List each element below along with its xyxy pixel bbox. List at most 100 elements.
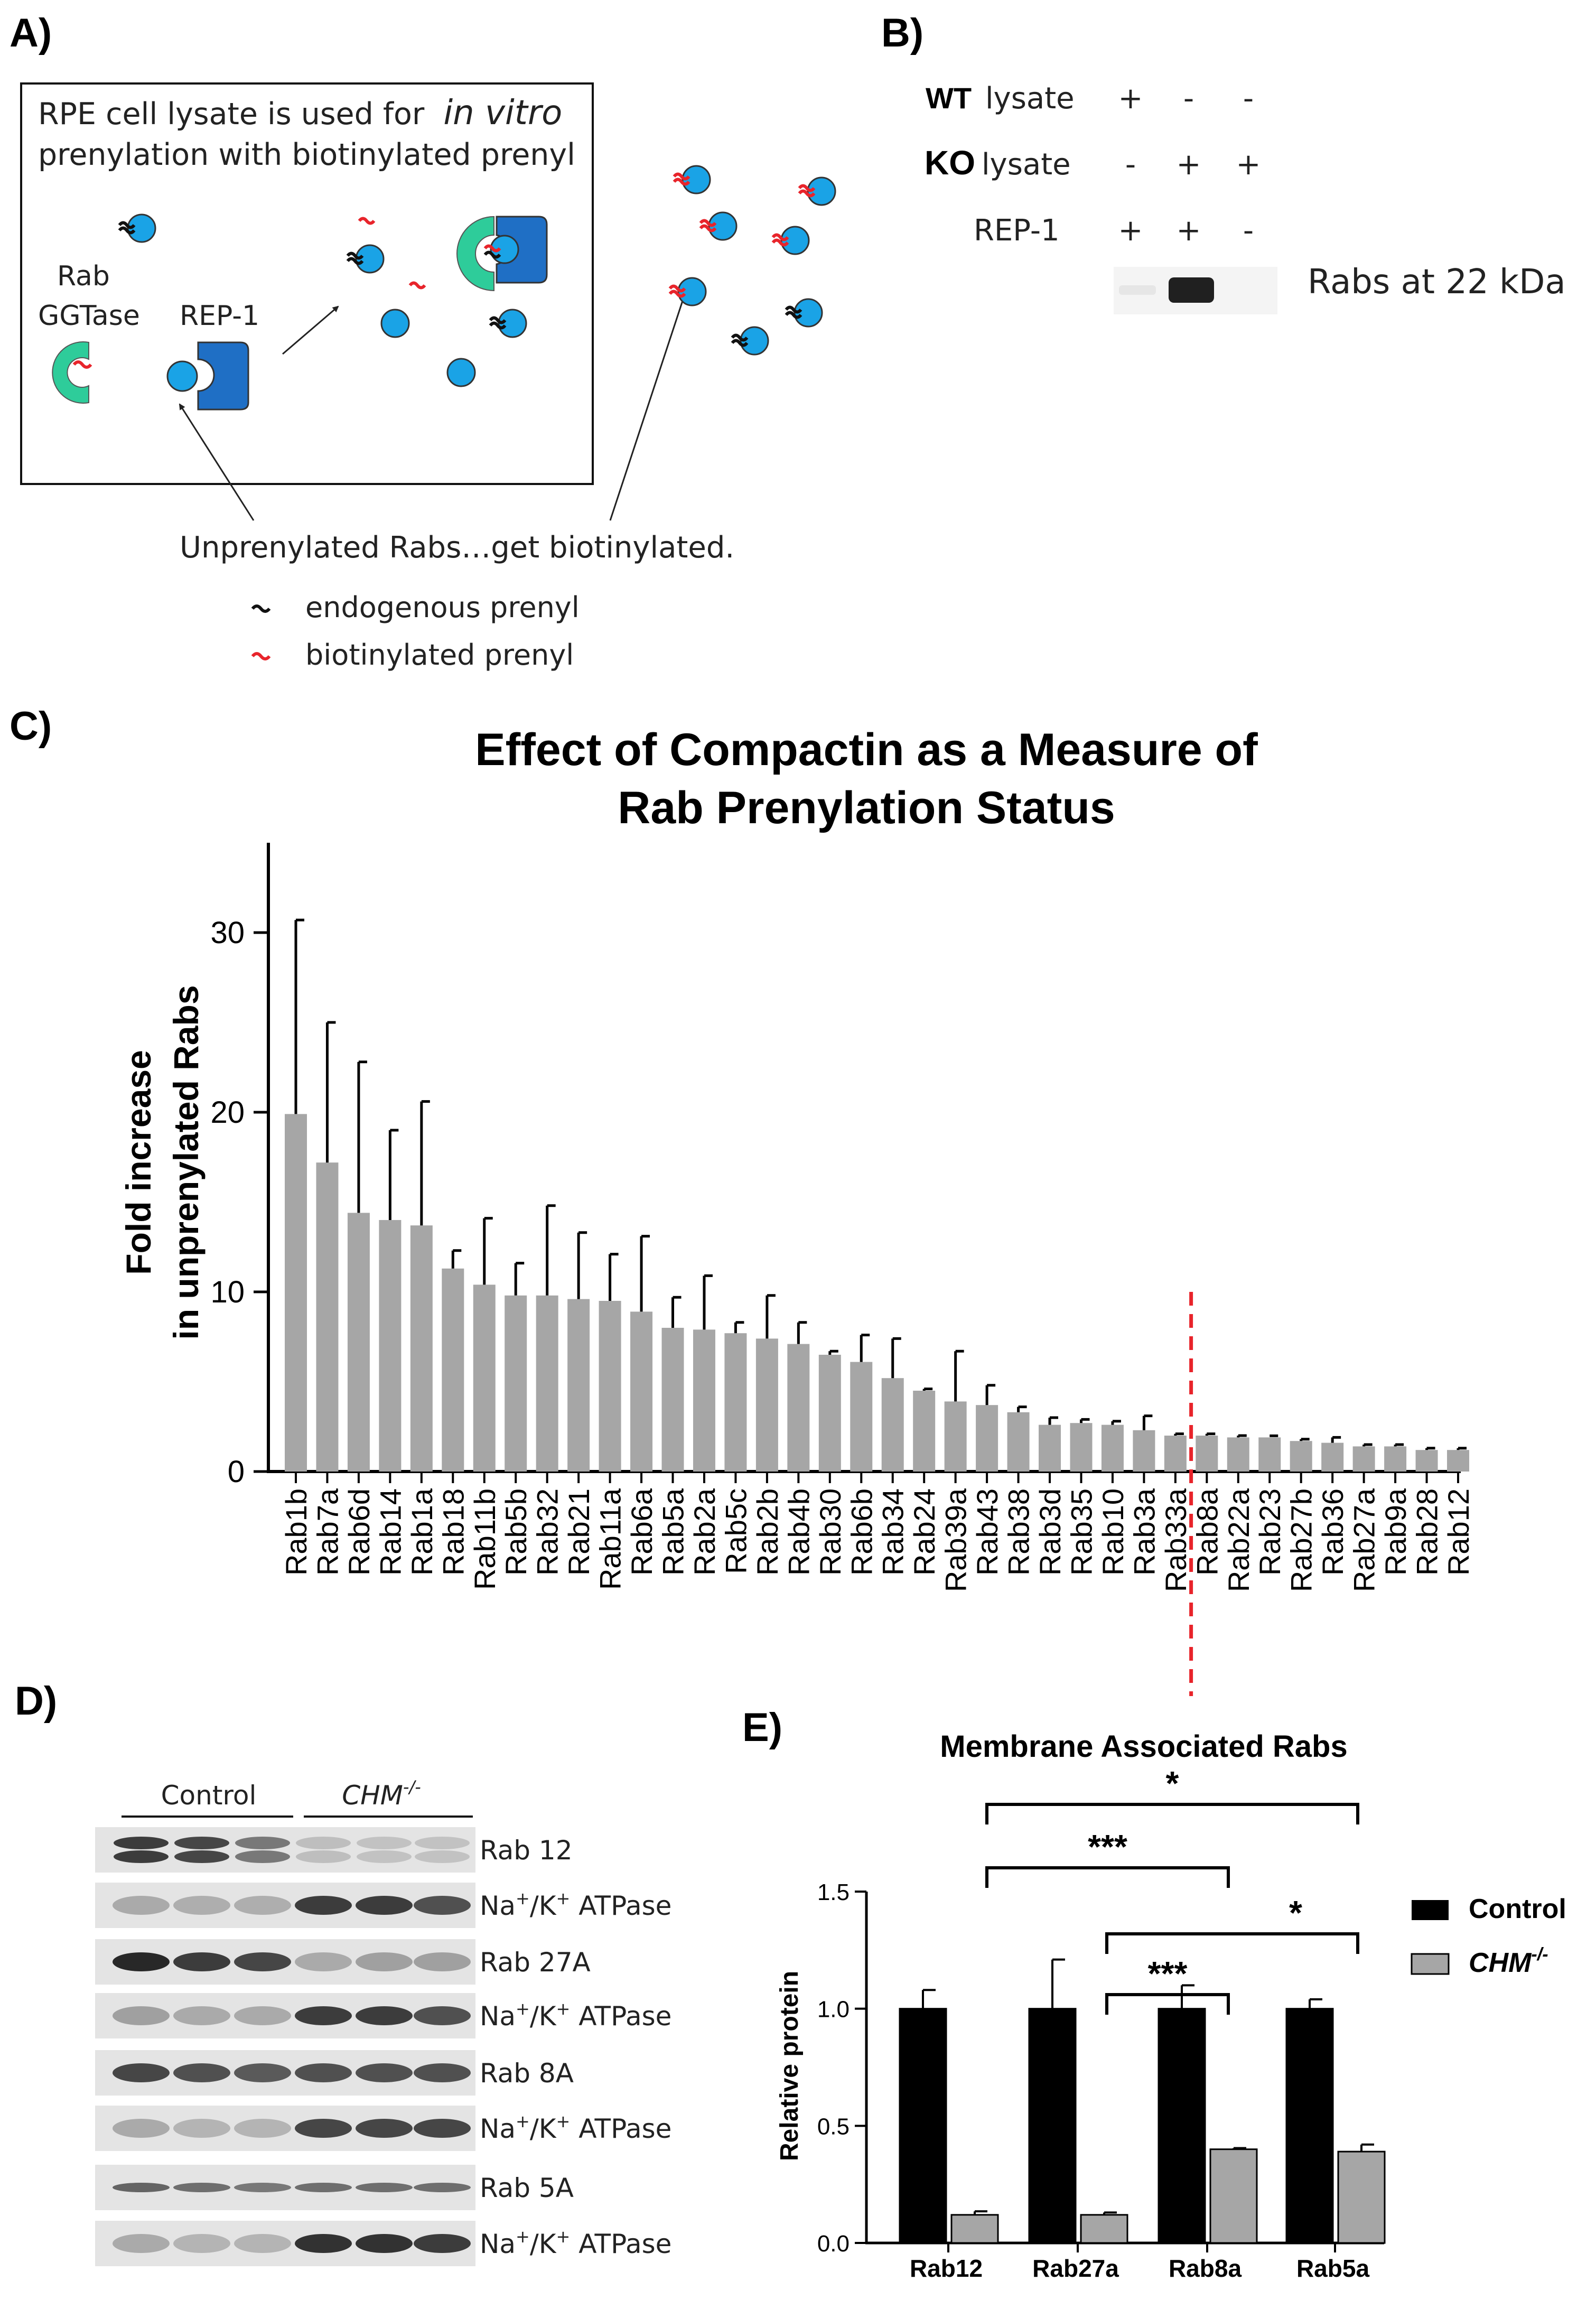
bar-Rab8a-chm	[1209, 2148, 1258, 2244]
ggtase-complex-icon	[456, 216, 494, 292]
x-tick-label: Rab28	[1411, 1488, 1444, 1576]
label-sup: +	[556, 2111, 571, 2131]
blot-band	[113, 2063, 170, 2082]
lysate-row-type: KO	[925, 144, 975, 182]
group-control-label: Control	[161, 1780, 257, 1811]
x-tick-label: Rab35	[1065, 1488, 1098, 1576]
biotin-prenyl-icon	[771, 238, 789, 247]
bar-Rab6b	[850, 1362, 873, 1472]
blot-band	[113, 2119, 170, 2138]
significance-label: *	[1289, 1894, 1302, 1932]
rab-ggtase-label-1: Rab	[57, 260, 110, 292]
band-label: Rabs at 22 kDa	[1308, 263, 1566, 302]
rab-molecules-inside	[118, 213, 527, 387]
legend-biotinylated-prenyl-icon	[251, 652, 271, 660]
blot-band	[356, 1896, 413, 1915]
legend-chm-label: CHM-/-	[1469, 1944, 1548, 1978]
x-tick-label: Rab1a	[405, 1488, 438, 1576]
bar-Rab6d	[347, 1213, 370, 1472]
x-tick-label: Rab8a	[1169, 2255, 1242, 2282]
ggtase-enzyme-icon	[52, 341, 89, 404]
label-na: Na	[480, 2229, 516, 2259]
blot-band	[113, 2183, 170, 2192]
bar-Rab30	[818, 1355, 841, 1472]
panel-a-label: A)	[10, 11, 52, 55]
panel-e-label: E)	[742, 1705, 782, 1750]
bar-Rab18	[442, 1268, 464, 1472]
endo-prenyl-icon	[731, 333, 749, 342]
x-tick-label: Rab9a	[1379, 1488, 1412, 1576]
label-sup: +	[556, 1999, 571, 2019]
x-tick-label: Rab10	[1096, 1488, 1130, 1576]
blot-band	[174, 1837, 229, 1849]
label-sup: +	[516, 1888, 530, 1908]
bar-Rab11b	[473, 1284, 496, 1472]
biotin-prenyl-icon	[771, 233, 789, 241]
legend-biotinylated-prenyl: biotinylated prenyl	[305, 638, 574, 672]
x-tick-label: Rab2a	[688, 1488, 721, 1576]
chart-c-ylabel-2: in unprenylated Rabs	[166, 985, 206, 1339]
complex-biotin-prenyl-icon	[483, 244, 501, 253]
bar-Rab33a	[1164, 1436, 1187, 1472]
blot-band	[234, 2119, 291, 2138]
blot-band	[114, 1837, 169, 1849]
bar-Rab27a-control	[1028, 2008, 1077, 2244]
bar-Rab3a	[1133, 1430, 1155, 1472]
y-tick-label: 0	[228, 1455, 245, 1489]
x-tick-label: Rab18	[436, 1488, 470, 1576]
bar-Rab27a	[1352, 1446, 1375, 1472]
endo-prenyl-icon	[118, 226, 136, 235]
endo-prenyl-icon	[489, 316, 507, 324]
panel-a-box-line1: RPE cell lysate is used for in vitro	[38, 94, 562, 133]
rab-protein-icon	[446, 358, 476, 387]
x-tick-label: Rab30	[814, 1488, 847, 1576]
y-tick-label: 10	[210, 1275, 245, 1309]
x-tick-label: Rab8a	[1190, 1488, 1224, 1576]
x-tick-label: Rab6b	[845, 1488, 878, 1576]
x-tick-label: Rab4b	[782, 1488, 815, 1576]
blot-band	[296, 1837, 351, 1849]
biotin-prenyl-icon	[798, 184, 816, 192]
chart-c-ylabel-1: Fold increase	[119, 1050, 158, 1275]
biotin-prenyl-icon	[699, 219, 717, 227]
condition-mark: -	[1243, 81, 1254, 116]
rep1-row-label: REP-1	[974, 213, 1060, 248]
rep1-label: REP-1	[180, 300, 259, 332]
bar-Rab32	[536, 1295, 558, 1472]
x-tick-label: Rab2b	[751, 1488, 784, 1576]
condition-mark: -	[1125, 147, 1136, 182]
bar-Rab23	[1258, 1437, 1281, 1472]
x-tick-label: Rab24	[908, 1488, 941, 1576]
blot-band	[173, 1952, 230, 1971]
bar-Rab8a-control	[1158, 2008, 1206, 2244]
blot-band	[356, 2063, 413, 2082]
endo-prenyl-icon	[346, 257, 364, 265]
endo-prenyl-icon	[785, 305, 802, 314]
chart-e-title: Membrane Associated Rabs	[940, 1729, 1347, 1764]
chart-c-plot: 0102030Rab1bRab7aRab6dRab14Rab1aRab18Rab…	[210, 843, 1475, 1696]
bar-Rab43	[976, 1405, 998, 1472]
group-chm-text: CHM	[342, 1780, 403, 1811]
bar-Rab35	[1070, 1423, 1093, 1472]
blot-band	[235, 1837, 290, 1849]
group-chm-label: CHM-/-	[342, 1777, 421, 1811]
blot-band	[114, 1850, 169, 1863]
blot-band	[356, 2234, 413, 2253]
x-tick-label: Rab34	[876, 1488, 910, 1576]
blot-band	[295, 1896, 352, 1915]
bar-Rab2a	[693, 1329, 715, 1472]
blot-band	[295, 2183, 352, 2192]
bar-Rab12-chm	[950, 2214, 999, 2244]
label-k: /K	[530, 2114, 557, 2144]
y-tick-label: 30	[210, 916, 245, 950]
blot-band	[173, 2234, 230, 2253]
bar-Rab14	[379, 1220, 402, 1472]
blot-band	[174, 1850, 229, 1863]
bar-Rab12-control	[899, 2008, 947, 2244]
significance-label: ***	[1088, 1828, 1127, 1866]
blot-band	[356, 2183, 413, 2192]
x-tick-label: Rab5a	[657, 1488, 690, 1576]
